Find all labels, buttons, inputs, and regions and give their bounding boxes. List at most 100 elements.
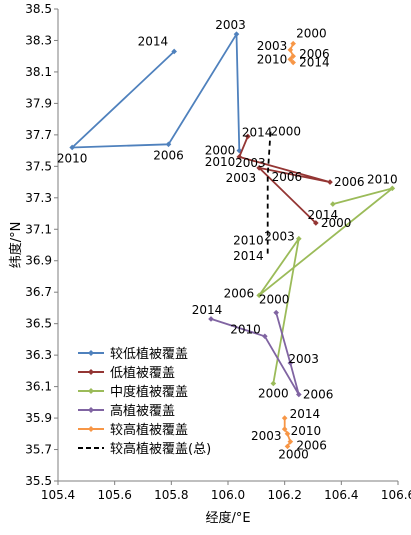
point-label: 2006 <box>153 148 184 162</box>
data-point <box>236 154 243 160</box>
legend-label: 高植被覆盖 <box>110 403 175 419</box>
data-point <box>287 56 294 63</box>
x-axis-title: 经度/°E <box>205 510 250 526</box>
point-label: 2003 <box>226 171 257 185</box>
y-tick-label: 37.9 <box>25 96 52 110</box>
x-tick-label: 105.8 <box>154 488 188 502</box>
x-tick-label: 105.4 <box>41 488 75 502</box>
point-label: 2014 <box>138 34 169 48</box>
legend-item: 较低植被覆盖 <box>78 347 188 362</box>
y-tick-label: 36.9 <box>25 254 52 268</box>
y-tick-label: 36.7 <box>25 285 52 299</box>
point-label: 2006 <box>303 387 334 401</box>
point-label: 2010 <box>233 233 264 247</box>
legend-item: 较高植被覆盖 <box>78 422 188 438</box>
point-label: 2014 <box>233 249 264 263</box>
point-label: 2003 <box>235 156 266 170</box>
legend-item: 较高植被覆盖(总) <box>78 441 211 457</box>
y-tick-label: 38.5 <box>25 2 52 16</box>
data-point <box>287 47 294 53</box>
x-tick-label: 106.4 <box>324 488 358 502</box>
point-label: 2000 <box>258 386 289 400</box>
series-line <box>266 131 272 256</box>
data-point <box>270 380 277 387</box>
point-label: 2010 <box>230 322 261 336</box>
legend-item: 低植被覆盖 <box>78 366 175 381</box>
y-axis-title: 纬度/°N <box>8 222 24 269</box>
series-1 <box>236 133 333 226</box>
data-point <box>273 309 279 316</box>
point-label: 2014 <box>242 125 273 139</box>
data-point <box>233 31 240 37</box>
legend-item: 中度植被覆盖 <box>78 384 188 400</box>
y-tick-label: 37.5 <box>25 159 52 173</box>
data-point <box>171 48 177 55</box>
point-label: 2010 <box>57 151 88 165</box>
data-point <box>281 426 288 432</box>
point-label: 2003 <box>288 352 319 366</box>
series-4 <box>281 415 294 450</box>
data-point <box>290 59 296 66</box>
point-label: 2000 <box>205 144 236 158</box>
point-label: 2000 <box>271 125 302 139</box>
data-point <box>262 333 268 340</box>
series-0 <box>69 31 243 154</box>
y-tick-label: 38.1 <box>25 65 52 79</box>
legend-label: 较低植被覆盖 <box>110 347 188 362</box>
x-tick-label: 106.0 <box>211 488 245 502</box>
data-point <box>296 235 302 242</box>
point-label: 2010 <box>257 52 288 66</box>
legend-marker <box>88 407 94 413</box>
legend-label: 低植被覆盖 <box>110 366 175 381</box>
data-point <box>245 133 251 140</box>
x-tick-label: 106.2 <box>267 488 301 502</box>
data-point <box>208 316 214 322</box>
data-point <box>284 443 291 450</box>
x-tick-label: 106.6 <box>381 488 411 502</box>
legend-marker <box>88 369 94 375</box>
point-label: 2006 <box>334 175 365 189</box>
data-point <box>290 53 296 59</box>
point-label: 2010 <box>367 172 398 186</box>
point-label: 2003 <box>257 39 288 53</box>
x-tick-label: 105.6 <box>97 488 131 502</box>
data-point <box>69 144 75 151</box>
y-tick-label: 35.5 <box>25 474 52 488</box>
axes: 105.4 105.6 105.8 106.0 106.2 106.4 106.6 35.5 3… <box>25 2 411 502</box>
series-line <box>71 33 241 151</box>
series-layer <box>69 31 396 450</box>
point-label: 2014 <box>290 407 321 421</box>
point-label: 2000 <box>259 293 290 307</box>
point-label: 2003 <box>251 429 282 443</box>
data-point <box>313 220 319 226</box>
point-label: 2006 <box>272 170 303 184</box>
y-tick-label: 36.5 <box>25 317 52 331</box>
point-label: 2000 <box>278 447 309 461</box>
y-tick-label: 35.7 <box>25 443 52 457</box>
y-tick-label: 37.7 <box>25 128 52 142</box>
point-label: 2006 <box>296 439 327 453</box>
legend-label: 中度植被覆盖 <box>110 384 188 400</box>
point-label: 2014 <box>192 303 223 317</box>
point-label: 2003 <box>264 230 295 244</box>
legend-label: 较高植被覆盖 <box>110 422 188 438</box>
point-label: 2000 <box>321 216 352 230</box>
data-point <box>389 185 396 192</box>
legend-marker <box>88 426 94 432</box>
point-label: 2000 <box>296 27 327 41</box>
point-label: 2014 <box>308 208 339 222</box>
data-point <box>327 179 333 185</box>
point-label: 2014 <box>299 55 330 69</box>
series-6 <box>266 131 272 256</box>
legend-marker <box>88 388 94 394</box>
point-label: 2010 <box>205 155 236 169</box>
data-point <box>287 360 294 366</box>
y-tick-label: 37.1 <box>25 222 52 236</box>
legend-marker <box>88 350 94 356</box>
series-5 <box>287 40 296 66</box>
legend-item: 高植被覆盖 <box>78 403 175 419</box>
series-3 <box>208 309 302 398</box>
